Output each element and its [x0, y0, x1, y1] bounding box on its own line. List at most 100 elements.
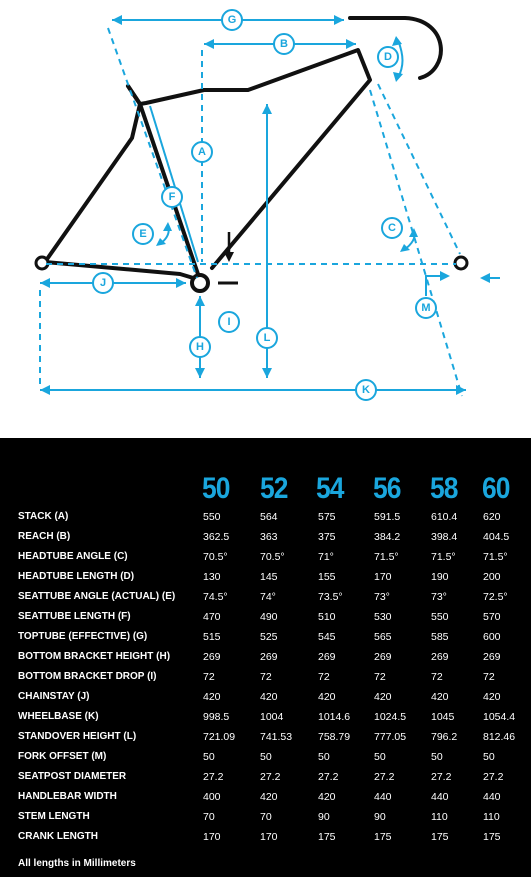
table-cell: 420	[318, 791, 336, 803]
svg-text:E: E	[139, 228, 146, 240]
table-cell: 1045	[431, 711, 455, 723]
row-label: CHAINSTAY (J)	[18, 691, 90, 702]
front-axle	[453, 255, 469, 271]
table-cell: 74.5°	[203, 591, 228, 603]
table-cell: 27.2	[260, 771, 281, 783]
table-cell: 420	[374, 691, 392, 703]
table-cell: 72	[260, 671, 272, 683]
label-b: B	[273, 33, 295, 55]
label-d: D	[377, 46, 399, 68]
table-cell: 591.5	[374, 511, 401, 523]
svg-text:I: I	[227, 316, 230, 328]
table-cell: 50	[431, 751, 443, 763]
table-cell: 777.05	[374, 731, 407, 743]
table-row: STANDOVER HEIGHT (L) 721.09 741.53 758.79 77…	[0, 731, 531, 751]
table-cell: 362.5	[203, 531, 230, 543]
table-cell: 50	[318, 751, 330, 763]
table-row: TOPTUBE (EFFECTIVE) (G) 515 525 545 565 585 60…	[0, 631, 531, 651]
geometry-diagram: G B D A F E C J	[0, 0, 531, 438]
svg-text:F: F	[169, 191, 176, 203]
table-cell: 575	[318, 511, 336, 523]
table-cell: 72	[483, 671, 495, 683]
table-row: STACK (A) 550 564 575 591.5 610.4 620	[0, 511, 531, 531]
table-cell: 1024.5	[374, 711, 407, 723]
table-cell: 570	[483, 611, 501, 623]
svg-text:J: J	[100, 277, 106, 289]
table-cell: 50	[483, 751, 495, 763]
table-cell: 71°	[318, 551, 334, 563]
table-cell: 269	[260, 651, 278, 663]
table-cell: 620	[483, 511, 501, 523]
table-cell: 50	[374, 751, 386, 763]
table-cell: 130	[203, 571, 221, 583]
table-cell: 72.5°	[483, 591, 508, 603]
table-cell: 74°	[260, 591, 276, 603]
table-cell: 73°	[374, 591, 390, 603]
size-header: 56	[373, 472, 402, 505]
row-label: HANDLEBAR WIDTH	[18, 791, 117, 802]
table-row: SEATTUBE LENGTH (F) 470 490 510 530 550 570	[0, 611, 531, 631]
table-cell: 530	[374, 611, 392, 623]
table-cell: 70	[260, 811, 272, 823]
svg-text:L: L	[264, 332, 271, 344]
svg-text:D: D	[384, 51, 392, 63]
table-cell: 90	[374, 811, 386, 823]
table-cell: 27.2	[203, 771, 224, 783]
table-row: BOTTOM BRACKET HEIGHT (H) 269 269 269 269 269…	[0, 651, 531, 671]
table-cell: 170	[374, 571, 392, 583]
table-cell: 585	[431, 631, 449, 643]
table-cell: 50	[260, 751, 272, 763]
table-cell: 71.5°	[483, 551, 508, 563]
table-cell: 175	[374, 831, 392, 843]
table-row: SEATTUBE ANGLE (ACTUAL) (E) 74.5° 74° 73.5°…	[0, 591, 531, 611]
table-cell: 363	[260, 531, 278, 543]
table-cell: 72	[374, 671, 386, 683]
row-label: HEADTUBE ANGLE (C)	[18, 551, 128, 562]
table-cell: 741.53	[260, 731, 293, 743]
table-cell: 550	[203, 511, 221, 523]
table-cell: 515	[203, 631, 221, 643]
table-cell: 175	[431, 831, 449, 843]
table-cell: 72	[431, 671, 443, 683]
row-label: FORK OFFSET (M)	[18, 751, 107, 762]
table-cell: 400	[203, 791, 221, 803]
table-cell: 71.5°	[374, 551, 399, 563]
table-cell: 269	[318, 651, 336, 663]
table-cell: 1004	[260, 711, 284, 723]
svg-text:M: M	[421, 302, 430, 314]
table-cell: 72	[203, 671, 215, 683]
row-label: BOTTOM BRACKET HEIGHT (H)	[18, 651, 171, 662]
label-g: G	[221, 9, 243, 31]
table-cell: 420	[260, 791, 278, 803]
table-cell: 510	[318, 611, 336, 623]
label-e: E	[132, 223, 154, 245]
table-cell: 72	[318, 671, 330, 683]
table-cell: 600	[483, 631, 501, 643]
table-cell: 73.5°	[318, 591, 343, 603]
table-cell: 1054.4	[483, 711, 516, 723]
frame-geometry-svg: G B D A F E C J	[34, 9, 500, 401]
svg-text:K: K	[362, 384, 370, 396]
table-cell: 145	[260, 571, 278, 583]
row-label: TOPTUBE (EFFECTIVE) (G)	[18, 631, 148, 642]
table-cell: 70.5°	[203, 551, 228, 563]
size-header: 54	[316, 472, 345, 505]
row-label: SEATPOST DIAMETER	[18, 771, 127, 782]
table-cell: 420	[483, 691, 501, 703]
table-cell: 155	[318, 571, 336, 583]
label-j: J	[92, 272, 114, 294]
table-row: WHEELBASE (K) 998.5 1004 1014.6 1024.5 1045 10…	[0, 711, 531, 731]
table-cell: 110	[431, 811, 448, 823]
row-label: STACK (A)	[18, 511, 69, 522]
bottom-bracket	[190, 273, 210, 293]
geometry-table: 50 52 54 56 58 60 STACK (A) 550 564 575 591.…	[0, 438, 531, 877]
table-row: HEADTUBE LENGTH (D) 130 145 155 170 190 200	[0, 571, 531, 591]
table-cell: 420	[203, 691, 221, 703]
label-m: M	[415, 297, 437, 319]
table-cell: 440	[431, 791, 449, 803]
table-cell: 27.2	[483, 771, 504, 783]
table-row: BOTTOM BRACKET DROP (I) 72 72 72 72 72 72	[0, 671, 531, 691]
table-cell: 998.5	[203, 711, 230, 723]
table-cell: 758.79	[318, 731, 351, 743]
row-label: SEATTUBE ANGLE (ACTUAL) (E)	[18, 591, 176, 602]
